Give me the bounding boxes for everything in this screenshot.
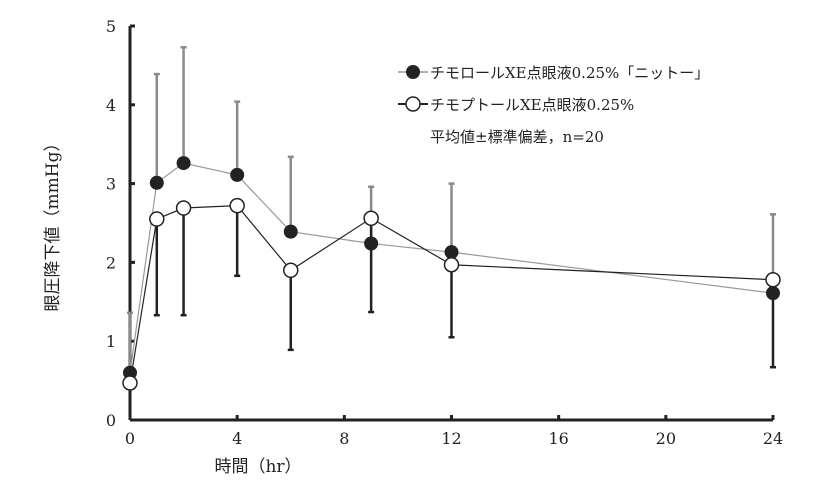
y-tick-label: 3 xyxy=(106,175,116,194)
data-point-filled xyxy=(364,236,379,251)
data-point-filled xyxy=(176,156,191,171)
data-point-filled xyxy=(149,175,164,190)
legend-label-2: チモプトールXE点眼液0.25% xyxy=(430,96,634,114)
data-point-open xyxy=(363,210,379,227)
legend-note: 平均値±標準偏差，n=20 xyxy=(430,128,604,146)
data-point-filled xyxy=(283,224,298,239)
y-axis-label: 眼圧降下値（mmHg） xyxy=(43,135,63,312)
x-axis-label: 時間（hr） xyxy=(214,457,301,477)
y-tick-label: 2 xyxy=(106,253,116,272)
y-tick-label: 5 xyxy=(106,17,116,36)
data-point-filled xyxy=(766,286,780,301)
x-tick-label: 12 xyxy=(441,429,461,448)
x-tick-label: 16 xyxy=(548,429,568,448)
data-point-open xyxy=(443,257,460,273)
legend-marker-open xyxy=(405,96,421,112)
data-point-open xyxy=(122,375,138,391)
data-point-filled xyxy=(230,167,245,182)
y-tick-label: 4 xyxy=(106,96,116,115)
x-tick-label: 24 xyxy=(763,429,783,448)
x-tick-label: 4 xyxy=(232,429,242,448)
x-tick-label: 8 xyxy=(339,429,349,448)
y-tick-label: 1 xyxy=(106,332,116,351)
data-point-open xyxy=(283,262,299,279)
data-point-open xyxy=(175,200,192,216)
data-point-open xyxy=(149,211,165,227)
data-point-open xyxy=(765,271,781,288)
legend-label-1: チモロールXE点眼液0.25%「ニットー」 xyxy=(430,64,709,82)
data-point-open xyxy=(229,197,245,214)
legend: チモロールXE点眼液0.25%「ニットー」 チモプトールXE点眼液0.25% 平… xyxy=(398,64,709,146)
data-point-filled xyxy=(444,245,459,260)
x-tick-label: 0 xyxy=(125,429,135,448)
x-tick-label: 20 xyxy=(656,429,676,448)
y-tick-label: 0 xyxy=(106,411,116,430)
legend-marker-filled xyxy=(406,65,420,79)
